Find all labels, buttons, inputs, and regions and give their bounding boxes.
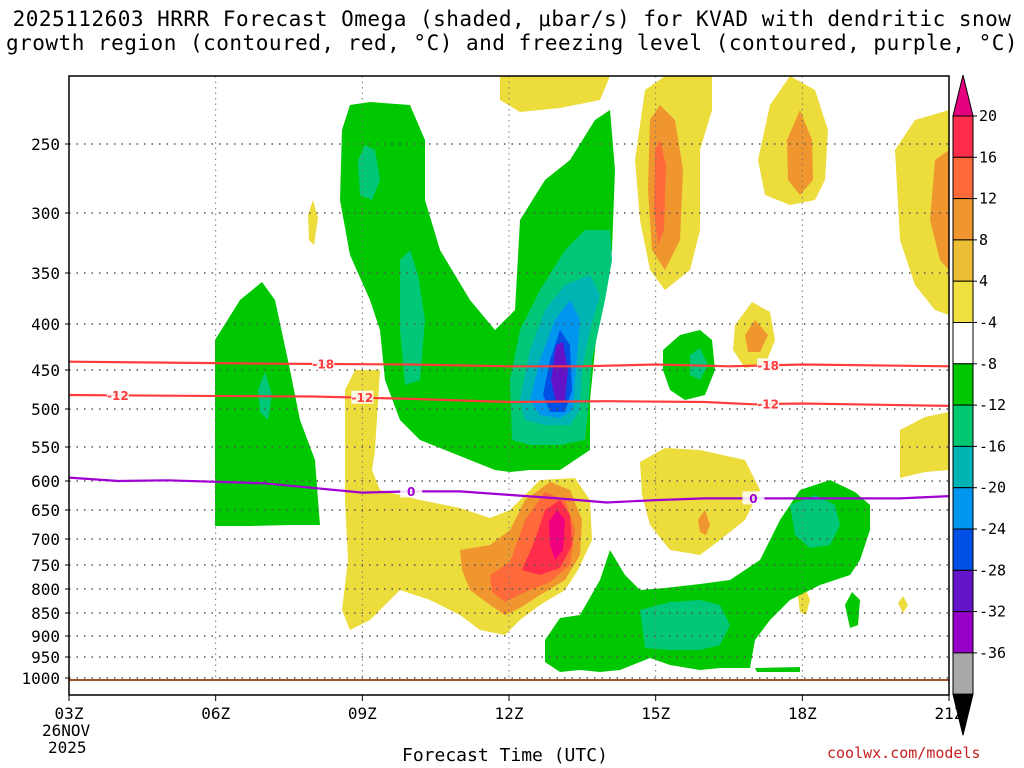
y-tick-label-850: 850	[31, 604, 60, 623]
contour-label-bg-freezing-level-0	[400, 484, 423, 498]
colorbar-cell-0	[952, 74, 974, 117]
y-tick-label-300: 300	[31, 204, 60, 223]
colorbar-cell-4	[952, 239, 974, 282]
colorbar-cell-8	[952, 404, 974, 447]
colorbar-cell-6	[952, 322, 974, 365]
y-tick-label-550: 550	[31, 438, 60, 457]
colorbar-label-4: 4	[979, 272, 988, 290]
colorbar-cell-12	[952, 569, 974, 613]
omega-teal-bottom	[640, 600, 730, 650]
colorbar-label--36: -36	[979, 644, 1006, 662]
chart-title-line2: growth region (contoured, red, °C) and f…	[5, 31, 1019, 55]
colorbar-label--16: -16	[979, 437, 1006, 455]
contour-labels: -18 -18 -12 -12 -12 0 0	[106, 356, 780, 506]
colorbar-cell-10	[952, 487, 974, 530]
colorbar-label--32: -32	[979, 603, 1006, 621]
colorbar-label-16: 16	[979, 148, 997, 166]
y-tick-label-750: 750	[31, 556, 60, 575]
contour-label-dendritic-top-0: -18	[312, 357, 334, 371]
y-tick-label-1000: 1000	[21, 669, 60, 688]
credit-link[interactable]: coolwx.com/models	[827, 744, 981, 762]
colorbar-cell-7	[952, 363, 974, 406]
y-tick-label-250: 250	[31, 135, 60, 154]
y-tick-label-800: 800	[31, 580, 60, 599]
colorbar-label-12: 12	[979, 190, 997, 208]
omega-teal-upper-2	[400, 250, 425, 385]
x-tick-label-03Z: 03Z	[55, 704, 84, 723]
omega-orange-small-2	[698, 510, 710, 535]
contour-label-freezing-level-0: 0	[407, 485, 415, 499]
colorbar-cell-5	[952, 280, 974, 324]
colorbar-cell-3	[952, 198, 974, 241]
contour-label-bg-dendritic-top-0	[312, 356, 335, 370]
omega-teal-upper-1	[358, 145, 380, 200]
colorbar-label--4: -4	[979, 314, 997, 332]
omega-teal-mid-right	[690, 348, 708, 380]
colorbar-label--8: -8	[979, 355, 997, 373]
x-tick-label-15Z: 15Z	[641, 704, 670, 723]
y-tick-label-650: 650	[31, 501, 60, 520]
contour-label-bg-dendritic-bottom-0	[106, 388, 129, 402]
colorbar-cell-2	[952, 156, 974, 200]
contour-label-bg-freezing-level-1	[742, 491, 765, 505]
y-tick-label-350: 350	[31, 264, 60, 283]
omega-orange-top-3	[930, 150, 949, 270]
y-tick-label-500: 500	[31, 400, 60, 419]
y-tick-label-700: 700	[31, 530, 60, 549]
omega-green-bottom	[545, 480, 870, 672]
omega-orange-top-2	[787, 110, 813, 195]
contour-label-dendritic-bottom-1: -12	[351, 391, 373, 405]
colorbar-cell-13	[952, 611, 974, 654]
contour-label-bg-dendritic-bottom-1	[351, 390, 374, 404]
x-date-line2: 2025	[48, 738, 87, 757]
omega-yellow-mid-right	[640, 448, 760, 555]
y-tick-label-400: 400	[31, 315, 60, 334]
omega-yellow-top-1	[500, 76, 610, 112]
omega-yellow-small	[308, 200, 318, 245]
colorbar-label-8: 8	[979, 231, 988, 249]
contour-freezing-level	[69, 476, 949, 504]
contour-label-dendritic-bottom-0: -12	[107, 389, 129, 403]
colorbar-cell-15	[952, 693, 974, 736]
x-axis-title: Forecast Time (UTC)	[402, 745, 608, 766]
x-date-line1: 26NOV	[42, 721, 91, 740]
x-tick-label-06Z: 06Z	[201, 704, 230, 723]
y-axis: 250 300 350 400 450 500 550 600 650 700 750 800 850 9…	[21, 135, 69, 688]
omega-purple-core	[551, 342, 568, 402]
colorbar: 20 16 12 8 4 -4 -8 -12 -16 -20 -24 -28 -32 -36	[952, 74, 1006, 736]
colorbar-label--24: -24	[979, 520, 1006, 538]
chart-title-line1: 2025112603 HRRR Forecast Omega (shaded, …	[12, 7, 1012, 31]
colorbar-cell-14	[952, 652, 974, 695]
omega-orange-small	[745, 320, 768, 352]
x-axis: 03Z 06Z 09Z 12Z 15Z 18Z 21Z	[55, 695, 964, 723]
colorbar-label--20: -20	[979, 479, 1006, 497]
colorbar-label--12: -12	[979, 396, 1006, 414]
omega-darkorange-top	[654, 140, 666, 245]
y-tick-label-900: 900	[31, 627, 60, 646]
omega-yellow-right-mid	[900, 412, 949, 478]
y-tick-label-600: 600	[31, 472, 60, 491]
colorbar-label--28: -28	[979, 561, 1006, 579]
omega-green-strip	[755, 667, 800, 672]
contour-label-freezing-level-1: 0	[749, 492, 757, 506]
contour-label-dendritic-top-1: -18	[757, 359, 779, 373]
x-tick-label-09Z: 09Z	[348, 704, 377, 723]
colorbar-label-20: 20	[979, 107, 997, 125]
y-tick-label-950: 950	[31, 648, 60, 667]
y-tick-label-450: 450	[31, 361, 60, 380]
omega-teal-bottom-right	[790, 495, 840, 548]
colorbar-cell-11	[952, 528, 974, 571]
colorbar-cell-9	[952, 445, 974, 489]
x-tick-label-18Z: 18Z	[788, 704, 817, 723]
omega-green-bottom-spot	[845, 592, 860, 628]
colorbar-cell-1	[952, 115, 974, 158]
contour-label-dendritic-bottom-2: -12	[757, 398, 779, 412]
omega-pink-core	[549, 510, 565, 560]
surface-band	[69, 679, 949, 681]
contour-label-bg-dendritic-bottom-2	[757, 397, 780, 411]
contour-label-bg-dendritic-top-1	[757, 358, 780, 372]
x-tick-label-12Z: 12Z	[495, 704, 524, 723]
